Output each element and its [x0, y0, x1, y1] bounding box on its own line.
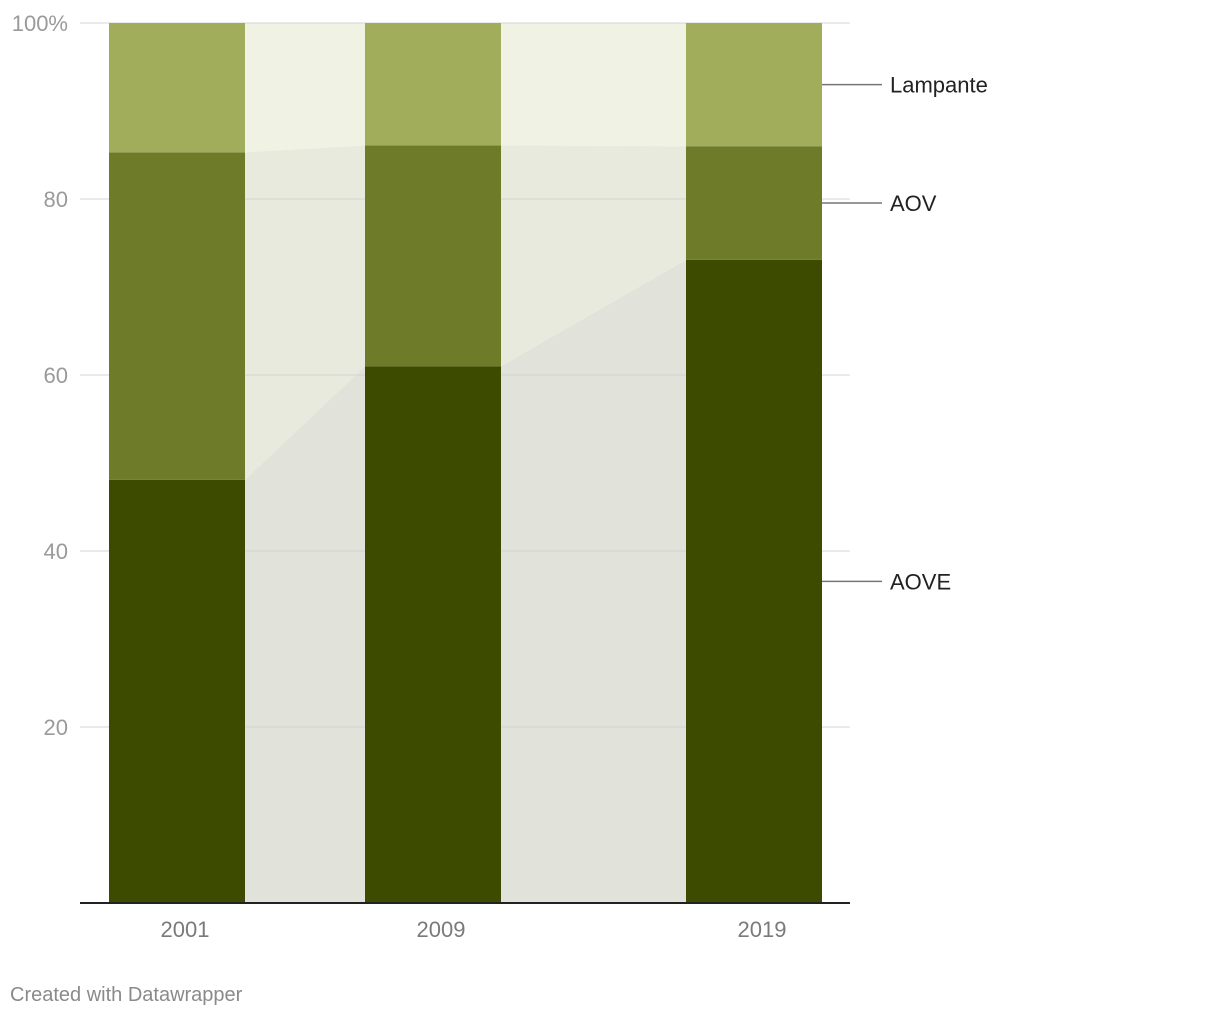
y-tick-label-40: 40	[44, 539, 68, 564]
series-label-lampante: Lampante	[890, 73, 988, 98]
bar-aove-2009	[365, 366, 501, 903]
bars	[109, 23, 822, 904]
connector-band-aov-2001-2009	[245, 145, 365, 480]
connector-band-lampante-2001-2009	[245, 23, 365, 153]
bar-aov-2009	[365, 145, 501, 367]
bar-aove-2001	[109, 479, 245, 903]
bar-lampante-2019	[686, 23, 822, 147]
series-label-aov: AOV	[890, 191, 937, 216]
series-labels: AOVE AOV Lampante	[822, 73, 988, 594]
connector-band-aov-2009-2019	[501, 145, 686, 367]
x-tick-label-2001: 2001	[161, 917, 210, 942]
y-tick-label-80: 80	[44, 187, 68, 212]
bar-lampante-2009	[365, 23, 501, 146]
y-tick-label-60: 60	[44, 363, 68, 388]
connector-band-aove-2009-2019	[501, 259, 686, 904]
connector-band-aove-2001-2009	[245, 366, 365, 903]
y-tick-label-20: 20	[44, 715, 68, 740]
bar-lampante-2001	[109, 23, 245, 153]
x-tick-label-2009: 2009	[417, 917, 466, 942]
bar-aove-2019	[686, 259, 822, 904]
chart-credit: Created with Datawrapper	[10, 984, 243, 1006]
y-tick-label-100: 100%	[12, 11, 68, 36]
bar-aov-2019	[686, 146, 822, 260]
series-label-aove: AOVE	[890, 569, 951, 594]
bar-aov-2001	[109, 152, 245, 480]
connector-band-lampante-2009-2019	[501, 23, 686, 147]
axes: 100% 80 60 40 20 2001 2009 2019	[12, 11, 850, 942]
x-tick-label-2019: 2019	[738, 917, 787, 942]
